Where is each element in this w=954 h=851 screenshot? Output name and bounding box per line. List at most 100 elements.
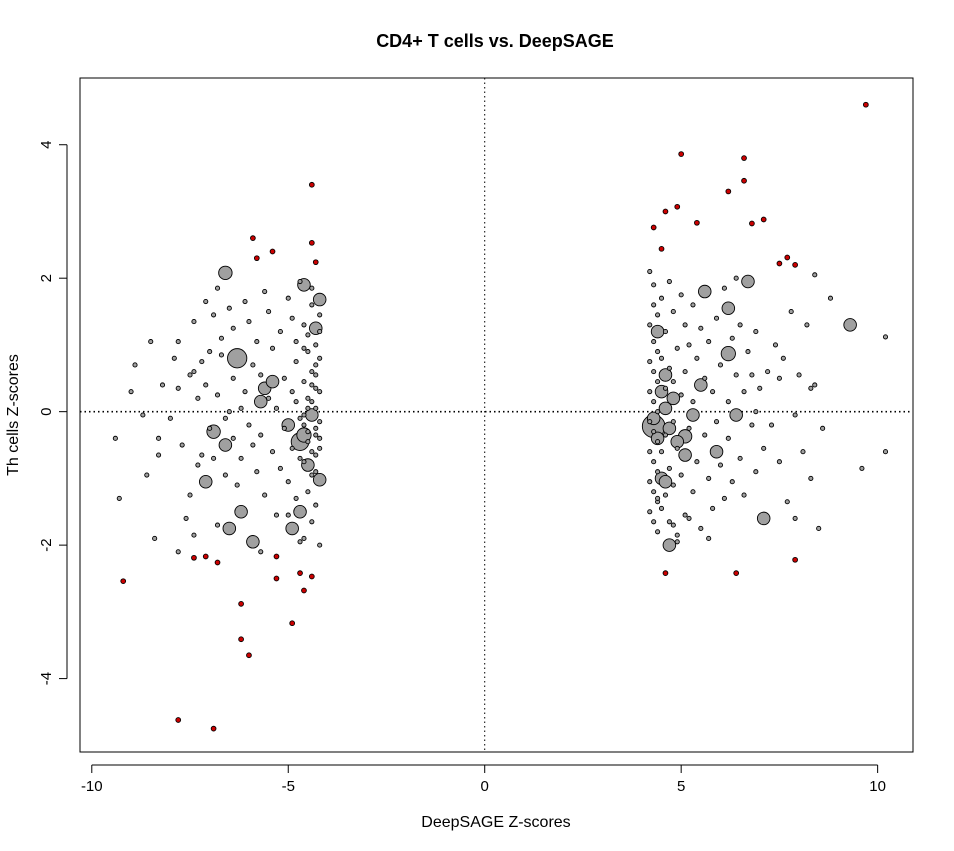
data-point [678, 392, 684, 398]
data-point [140, 412, 146, 418]
data-point [761, 445, 767, 451]
data-point [776, 459, 782, 465]
data-point-highlighted [301, 587, 307, 594]
data-point [768, 422, 775, 428]
data-point-highlighted [191, 554, 197, 561]
data-point [741, 389, 747, 395]
data-point [230, 375, 236, 381]
data-point [749, 422, 755, 428]
data-point [242, 389, 248, 395]
data-point [246, 422, 252, 428]
data-point [655, 439, 661, 445]
data-point-highlighted [246, 652, 252, 659]
data-point [305, 489, 311, 495]
data-point [651, 282, 657, 288]
data-point [175, 549, 181, 555]
data-point [721, 301, 736, 315]
x-axis: -10 -5 0 5 10 [81, 764, 886, 795]
data-point [756, 511, 771, 526]
data-point [651, 429, 657, 435]
data-point [753, 469, 759, 475]
data-point-highlighted [862, 101, 869, 108]
data-point [706, 535, 712, 542]
data-point [729, 408, 743, 422]
data-point [254, 339, 260, 345]
data-point [698, 325, 704, 331]
data-point [285, 521, 299, 536]
data-point [297, 278, 303, 285]
data-point [152, 535, 158, 542]
data-point [258, 372, 264, 378]
data-point [658, 474, 673, 489]
data-point [293, 339, 299, 345]
data-point [317, 312, 323, 318]
data-point [662, 538, 677, 552]
data-point [741, 274, 755, 289]
data-point [317, 435, 323, 441]
data-point [729, 335, 735, 341]
x-tick-label: -5 [282, 778, 295, 795]
data-point [662, 492, 669, 498]
data-point [651, 399, 657, 405]
data-point-highlighted [749, 220, 755, 227]
data-point [156, 452, 162, 458]
data-point [686, 425, 692, 431]
data-point [207, 349, 213, 355]
data-point-highlighted [308, 573, 315, 580]
data-point [218, 438, 233, 452]
data-point [238, 405, 244, 411]
data-point [666, 465, 672, 471]
data-point [882, 449, 889, 455]
data-point [702, 375, 708, 381]
data-point [737, 322, 743, 328]
data-point [198, 474, 213, 489]
data-point [211, 312, 217, 318]
data-point-highlighted [650, 224, 657, 231]
data-point-highlighted [776, 260, 783, 267]
data-point-highlighted [662, 208, 669, 215]
data-point [808, 475, 814, 481]
data-point [666, 391, 681, 406]
data-point [706, 475, 712, 481]
data-point [647, 449, 653, 455]
data-point [827, 295, 834, 301]
data-point [655, 349, 661, 355]
data-point [262, 492, 268, 498]
data-point-highlighted [250, 235, 256, 242]
data-point [309, 472, 315, 478]
y-tick-label: 2 [38, 274, 55, 282]
data-point-highlighted [741, 155, 747, 161]
data-point [230, 435, 236, 441]
data-point [772, 342, 779, 348]
data-point [199, 359, 205, 365]
data-point [297, 415, 303, 421]
data-point-highlighted [658, 245, 665, 252]
data-point [313, 342, 319, 348]
data-point [792, 412, 798, 418]
data-point-highlighted [238, 601, 244, 607]
data-point [218, 265, 233, 281]
data-point [721, 495, 727, 501]
data-point [269, 449, 276, 455]
data-point [226, 409, 232, 415]
data-point [317, 419, 323, 425]
data-point [293, 359, 299, 365]
data-point [301, 412, 307, 418]
data-point [313, 502, 319, 508]
data-point [179, 442, 185, 448]
data-point [816, 525, 822, 531]
data-point [301, 345, 307, 351]
data-point [222, 472, 228, 478]
data-point [312, 472, 327, 487]
data-point [214, 285, 221, 291]
data-point [242, 299, 248, 305]
data-point [753, 409, 759, 415]
data-point [254, 469, 260, 475]
data-point [702, 432, 708, 438]
data-point [725, 399, 731, 405]
red-points-series [120, 101, 869, 732]
data-point [674, 345, 680, 351]
data-point [647, 419, 653, 425]
data-point [658, 401, 673, 416]
data-point [227, 348, 248, 369]
